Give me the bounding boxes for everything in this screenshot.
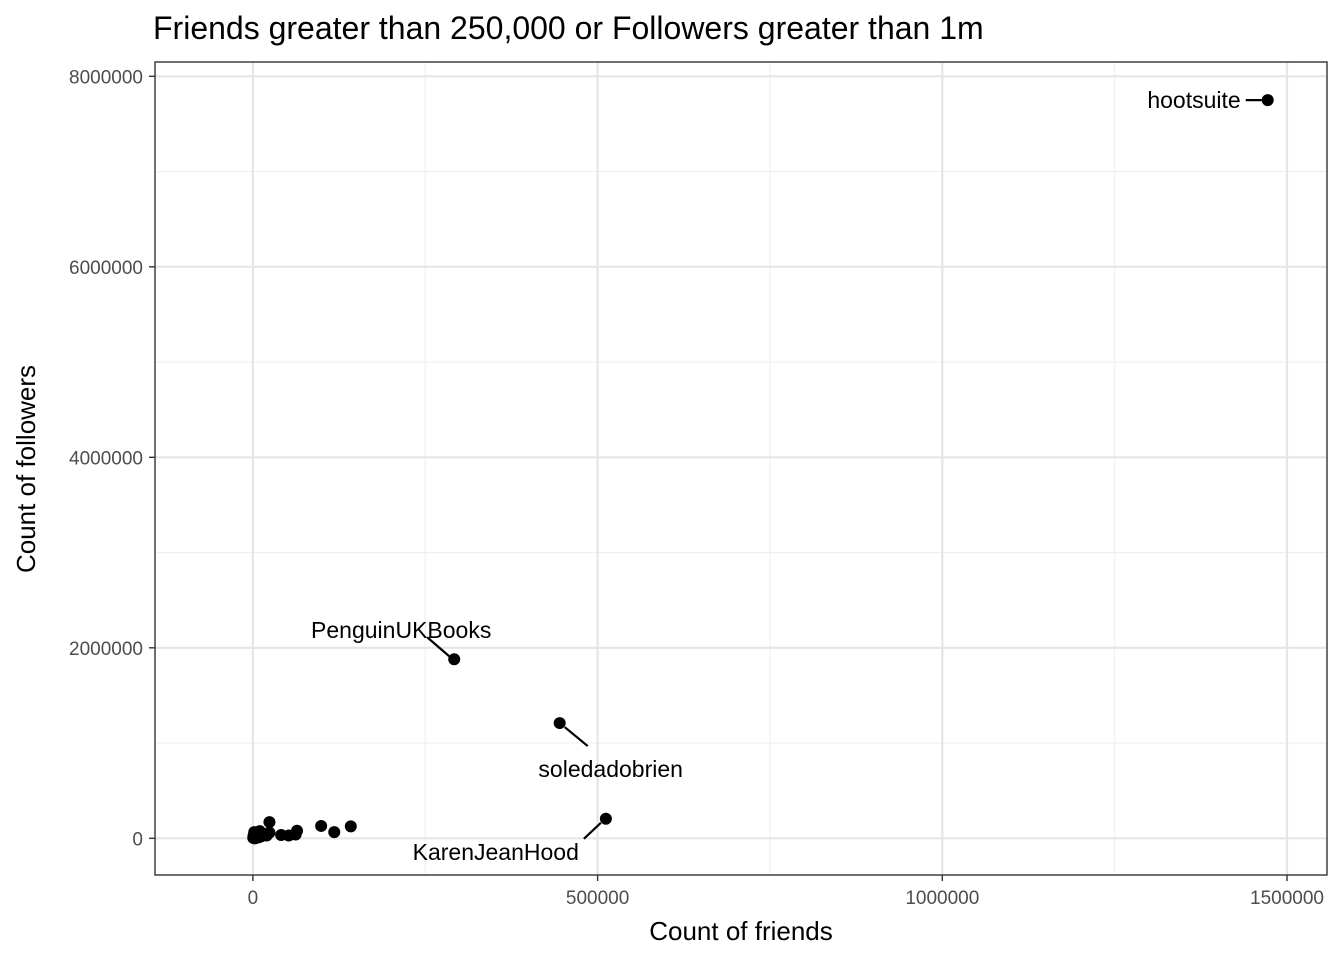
y-tick-label: 2000000 — [69, 639, 143, 660]
data-point — [344, 820, 357, 833]
data-point — [263, 816, 276, 829]
label-leader-line — [563, 726, 589, 747]
x-axis-title: Count of friends — [649, 916, 833, 946]
point-label-soledadobrien: soledadobrien — [538, 756, 683, 782]
x-tick-label: 1000000 — [905, 888, 979, 909]
chart-title: Friends greater than 250,000 or Follower… — [153, 10, 984, 46]
label-leader-line — [426, 636, 450, 658]
y-tick-label: 8000000 — [69, 67, 143, 88]
point-labels: hootsuite PenguinUKBooks soledadobrien Kare… — [311, 87, 1262, 865]
plot-panel — [154, 61, 1328, 876]
data-point — [275, 828, 288, 841]
data-point — [599, 812, 612, 825]
data-point — [328, 826, 341, 839]
data-point — [315, 819, 328, 832]
grid-lines — [155, 62, 1327, 875]
data-point — [1261, 94, 1274, 107]
point-label-hootsuite: hootsuite — [1147, 87, 1240, 113]
y-axis-title: Count of followers — [11, 365, 41, 573]
data-point — [553, 717, 566, 730]
x-tick-label: 1500000 — [1250, 888, 1324, 909]
point-label-penguinukbooks: PenguinUKBooks — [311, 617, 491, 643]
x-tick-label: 500000 — [566, 888, 629, 909]
point-label-karenjeanhood: KarenJeanHood — [413, 839, 579, 865]
y-tick-label: 6000000 — [69, 258, 143, 279]
data-point — [247, 831, 260, 844]
y-tick-label: 4000000 — [69, 448, 143, 469]
x-tick-label: 0 — [248, 888, 259, 909]
data-point — [448, 653, 461, 666]
data-points — [247, 94, 1274, 845]
axis-ticks: 0 500000 1000000 1500000 0 2000000 4000000 6000… — [69, 67, 1324, 909]
label-leader-line — [583, 821, 602, 840]
y-tick-label: 0 — [132, 829, 143, 850]
